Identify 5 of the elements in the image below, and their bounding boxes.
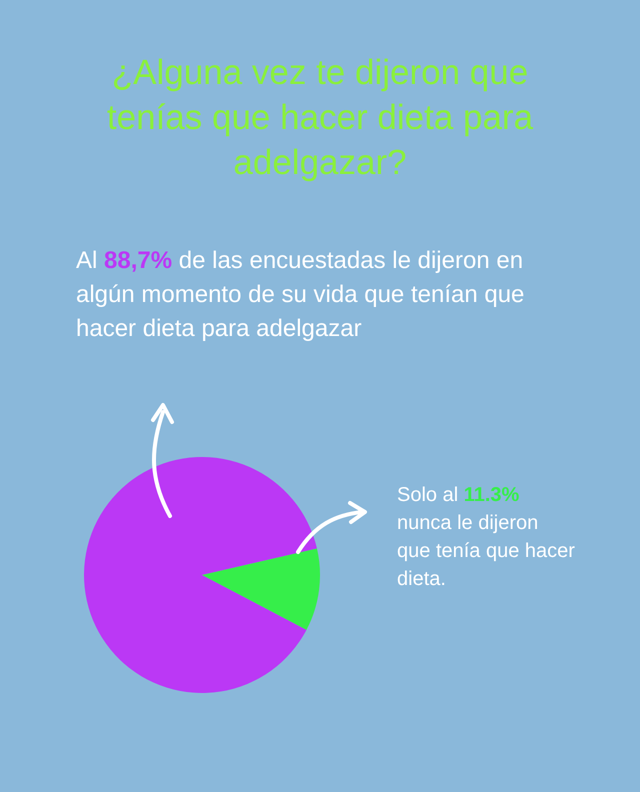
pie-slice (84, 457, 317, 693)
text: Al 88,7% de las encuestadas le dijeron en algún momento de su vida que tenían que hacer dieta para adelgazar (76, 247, 524, 342)
pie-slice (202, 548, 320, 630)
text: Solo al 11.3% nunca le dijeron que tenía que hacer dieta. (397, 484, 575, 590)
chart-title: ¿Alguna vez te dijeron que tenías que hacer dieta para adelgazar? (106, 52, 534, 184)
